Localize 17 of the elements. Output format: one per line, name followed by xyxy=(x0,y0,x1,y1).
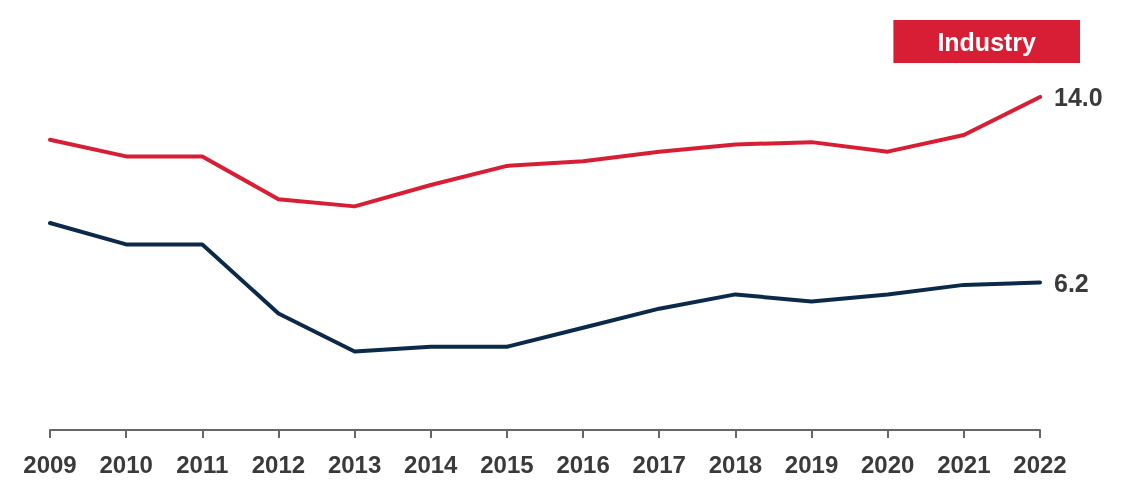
x-tick-label: 2022 xyxy=(1013,450,1067,478)
x-tick-label: 2018 xyxy=(708,450,763,478)
x-tick-label: 2014 xyxy=(404,450,459,478)
x-tick-label: 2020 xyxy=(861,450,915,478)
x-tick-label: 2013 xyxy=(327,450,382,478)
x-tick-label: 2021 xyxy=(937,450,991,478)
x-tick-label: 2012 xyxy=(251,450,306,478)
data-label: 6.2 xyxy=(1054,268,1089,297)
x-tick-label: 2016 xyxy=(556,450,610,478)
x-tick-label: 2010 xyxy=(99,450,153,478)
x-tick-label: 2015 xyxy=(480,450,534,478)
x-tick-label: 2017 xyxy=(632,450,686,478)
series-label: Industry xyxy=(937,27,1037,56)
x-tick-label: 2009 xyxy=(23,450,77,478)
data-label: 14.0 xyxy=(1054,82,1103,111)
x-tick-label: 2019 xyxy=(784,450,839,478)
x-tick-label: 2011 xyxy=(176,450,229,478)
